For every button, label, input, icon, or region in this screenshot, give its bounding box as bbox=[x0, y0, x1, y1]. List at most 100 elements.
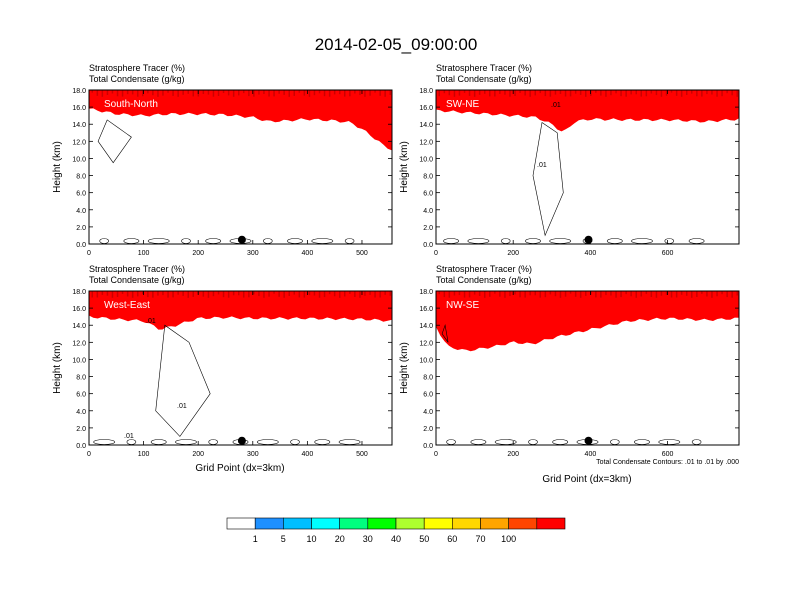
tracer-streak bbox=[126, 90, 129, 95]
x-tick-label: 600 bbox=[662, 250, 674, 257]
y-tick-label: 16.0 bbox=[72, 105, 86, 112]
tracer-streak bbox=[595, 90, 597, 93]
tracer-streak bbox=[484, 291, 486, 298]
y-tick-label: 14.0 bbox=[419, 323, 433, 330]
tracer-streak bbox=[701, 291, 703, 294]
tracer-streak bbox=[339, 90, 341, 95]
tracer-streak bbox=[172, 90, 174, 96]
tracer-streak bbox=[625, 90, 627, 97]
colorbar-label: 20 bbox=[335, 534, 345, 544]
tracer-streak bbox=[238, 90, 240, 96]
tracer-streak bbox=[529, 90, 531, 97]
tracer-streak bbox=[202, 90, 205, 94]
x-axis-label: Grid Point (dx=3km) bbox=[195, 463, 284, 474]
colorbar-label: 40 bbox=[391, 534, 401, 544]
tracer-streak bbox=[665, 90, 668, 96]
site-marker bbox=[584, 235, 593, 244]
tracer-streak bbox=[344, 291, 346, 297]
condensate-contour bbox=[532, 121, 564, 237]
tracer-streak bbox=[489, 291, 491, 297]
tracer-streak bbox=[468, 90, 471, 96]
tracer-streak bbox=[374, 291, 376, 298]
tracer-streak bbox=[308, 291, 311, 296]
tracer-streak bbox=[534, 291, 536, 296]
tracer-streak bbox=[448, 291, 451, 298]
tracer-streak bbox=[625, 291, 627, 295]
tracer-streak bbox=[162, 291, 164, 296]
tracer-streak bbox=[222, 291, 225, 298]
x-tick-label: 0 bbox=[434, 451, 438, 458]
colorbar-box bbox=[395, 517, 425, 530]
tracer-streak bbox=[303, 291, 306, 298]
tracer-streak bbox=[253, 291, 255, 295]
tracer-streak bbox=[238, 291, 240, 296]
tracer-streak bbox=[650, 90, 653, 94]
tracer-field bbox=[436, 291, 739, 352]
contour-label: .01 bbox=[124, 433, 134, 440]
tracer-streak bbox=[559, 291, 562, 298]
y-tick-label: 16.0 bbox=[419, 105, 433, 112]
y-tick-label: 10.0 bbox=[419, 357, 433, 364]
tracer-field bbox=[89, 291, 392, 330]
y-tick-label: 0.0 bbox=[76, 242, 86, 249]
colorbar-box bbox=[282, 517, 312, 530]
tracer-field bbox=[89, 90, 392, 151]
tracer-streak bbox=[172, 291, 174, 298]
tracer-streak bbox=[303, 90, 306, 96]
panel-title-line1: Stratosphere Tracer (%) bbox=[436, 63, 532, 73]
tracer-streak bbox=[640, 291, 642, 297]
tracer-streak bbox=[670, 291, 673, 298]
figure-title: 2014-02-05_09:00:00 bbox=[315, 35, 478, 54]
panel-label: NW-SE bbox=[446, 300, 479, 311]
y-tick-label: 2.0 bbox=[76, 426, 86, 433]
tracer-field bbox=[436, 90, 739, 132]
y-tick-label: 14.0 bbox=[72, 323, 86, 330]
y-tick-label: 8.0 bbox=[76, 174, 86, 181]
x-tick-label: 400 bbox=[302, 250, 314, 257]
y-tick-label: 0.0 bbox=[423, 242, 433, 249]
colorbar-label: 1 bbox=[253, 534, 258, 544]
y-tick-label: 4.0 bbox=[423, 409, 433, 416]
tracer-streak bbox=[635, 291, 637, 298]
panel-label: SW-NE bbox=[446, 99, 479, 110]
y-tick-label: 12.0 bbox=[419, 340, 433, 347]
tracer-streak bbox=[458, 90, 461, 96]
tracer-streak bbox=[323, 90, 326, 97]
tracer-streak bbox=[579, 90, 582, 95]
tracer-streak bbox=[443, 90, 446, 94]
tracer-streak bbox=[534, 90, 536, 96]
tracer-streak bbox=[207, 291, 210, 298]
tracer-streak bbox=[615, 90, 617, 94]
y-tick-label: 6.0 bbox=[76, 191, 86, 198]
colorbar-label: 50 bbox=[419, 534, 429, 544]
tracer-streak bbox=[650, 291, 653, 297]
tracer-streak bbox=[384, 90, 386, 97]
tracer-streak bbox=[157, 291, 159, 296]
tracer-streak bbox=[706, 90, 708, 95]
tracer-streak bbox=[212, 90, 215, 97]
tracer-streak bbox=[187, 291, 189, 298]
y-tick-label: 6.0 bbox=[423, 191, 433, 198]
tracer-streak bbox=[177, 90, 179, 97]
tracer-streak bbox=[369, 90, 371, 96]
tracer-streak bbox=[605, 90, 607, 97]
tracer-streak bbox=[263, 291, 265, 298]
tracer-streak bbox=[499, 291, 501, 297]
tracer-streak bbox=[369, 291, 371, 295]
colorbar-label: 10 bbox=[306, 534, 316, 544]
x-tick-label: 0 bbox=[87, 250, 91, 257]
tracer-streak bbox=[453, 90, 456, 97]
colorbar-box bbox=[339, 517, 369, 530]
tracer-streak bbox=[655, 90, 658, 96]
y-axis-label: Height (km) bbox=[52, 342, 63, 394]
tracer-streak bbox=[212, 291, 215, 297]
tracer-streak bbox=[131, 291, 134, 298]
tracer-streak bbox=[273, 90, 275, 97]
tracer-streak bbox=[686, 291, 688, 296]
contour-label: .01 bbox=[177, 403, 187, 410]
tracer-streak bbox=[167, 291, 169, 298]
tracer-streak bbox=[549, 291, 552, 295]
tracer-streak bbox=[222, 90, 225, 93]
tracer-streak bbox=[202, 291, 205, 297]
tracer-streak bbox=[349, 90, 351, 97]
